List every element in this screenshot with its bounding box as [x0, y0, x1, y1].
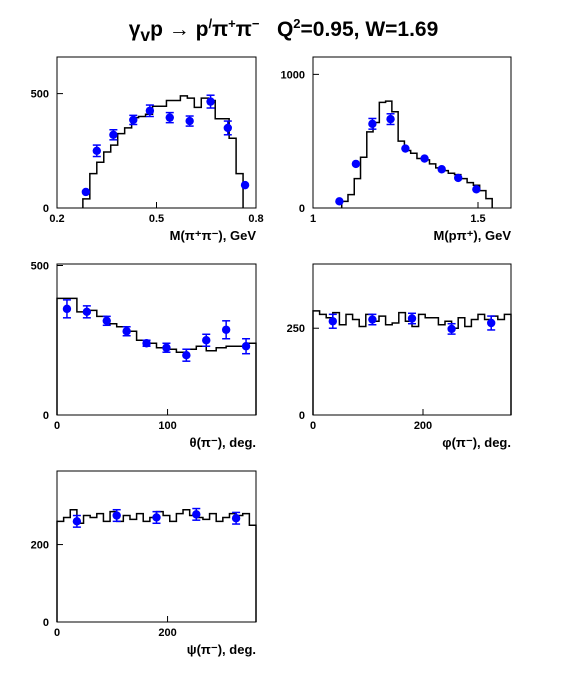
data-point	[386, 114, 395, 124]
data-point	[368, 315, 377, 324]
plot-frame	[56, 56, 257, 209]
y-tick-label: 250	[287, 323, 305, 335]
y-tick-label: 500	[31, 89, 49, 101]
data-point	[162, 343, 171, 352]
chart-m-ppi: 1 1.5 0 1000 M(pπ⁺), GeV	[281, 56, 512, 243]
x-tick-label: 0	[54, 420, 60, 432]
histogram-line	[312, 310, 512, 415]
chart-theta: 0 100 0 500 θ(π⁻), deg.	[31, 260, 257, 450]
histogram-line	[82, 95, 244, 208]
data-point	[407, 314, 417, 323]
x-tick-label: 1	[310, 213, 316, 225]
data-point	[185, 116, 194, 126]
histogram-line	[340, 100, 493, 208]
x-tick-label: 0.8	[248, 213, 263, 225]
data-point	[122, 327, 131, 336]
data-point	[221, 325, 231, 334]
data-point	[401, 144, 410, 153]
data-point	[62, 304, 72, 314]
y-tick-label: 0	[43, 410, 49, 422]
data-point	[152, 513, 161, 522]
data-point	[206, 97, 215, 106]
data-point	[109, 130, 118, 139]
chart-psi: 0 200 0 200 ψ(π⁻), deg.	[31, 470, 257, 657]
data-point	[145, 106, 155, 115]
y-tick-label: 1000	[281, 69, 305, 81]
data-point	[165, 113, 174, 122]
x-tick-label: 1.5	[470, 213, 485, 225]
plot-title: γvp → p/π+π− Q2=0.95, W=1.69	[128, 16, 439, 46]
x-axis-label: M(pπ⁺), GeV	[434, 228, 512, 243]
data-point	[192, 510, 201, 519]
data-point	[454, 173, 463, 183]
data-point	[202, 336, 211, 345]
y-tick-label: 0	[43, 203, 49, 215]
y-tick-label: 200	[31, 540, 49, 552]
histogram-line	[56, 508, 257, 622]
chart-phi: 0 200 0 250 φ(π⁻), deg.	[287, 263, 512, 450]
data-point	[102, 316, 111, 326]
y-tick-label: 0	[299, 203, 305, 215]
data-point	[182, 350, 191, 360]
data-point	[328, 317, 337, 326]
y-tick-label: 0	[43, 617, 49, 629]
data-point	[335, 197, 344, 206]
data-point	[72, 517, 82, 526]
x-tick-label: 0.5	[149, 213, 164, 225]
data-point	[240, 180, 250, 190]
x-tick-label: 0.2	[49, 213, 64, 225]
x-tick-label: 200	[158, 627, 176, 639]
data-point	[447, 324, 456, 334]
data-point	[487, 318, 496, 328]
histogram-line	[56, 297, 257, 415]
data-point	[241, 342, 251, 351]
data-point	[129, 115, 138, 125]
data-point	[82, 307, 92, 317]
data-point	[142, 339, 151, 348]
plot-frame	[312, 263, 512, 416]
data-point	[112, 511, 121, 520]
data-point	[92, 146, 102, 156]
x-axis-label: φ(π⁻), deg.	[442, 435, 511, 450]
data-point	[472, 185, 481, 194]
plot-frame	[312, 56, 512, 209]
y-tick-label: 0	[299, 410, 305, 422]
y-tick-label: 500	[31, 260, 49, 272]
chart-m-pipi: 0.2 0.5 0.8 0 500 M(π⁺π⁻), GeV	[31, 56, 264, 243]
x-axis-label: θ(π⁻), deg.	[190, 435, 256, 450]
data-point	[420, 154, 429, 163]
x-tick-label: 200	[414, 420, 432, 432]
x-tick-label: 100	[158, 420, 176, 432]
data-point	[437, 165, 446, 174]
plot-frame	[56, 470, 257, 623]
data-point	[231, 514, 241, 523]
data-point	[351, 159, 361, 169]
data-point	[223, 123, 233, 133]
data-point	[368, 119, 377, 129]
data-point	[81, 187, 91, 197]
x-axis-label: M(π⁺π⁻), GeV	[170, 228, 257, 243]
x-tick-label: 0	[54, 627, 60, 639]
x-axis-label: ψ(π⁻), deg.	[187, 642, 256, 657]
x-tick-label: 0	[310, 420, 316, 432]
